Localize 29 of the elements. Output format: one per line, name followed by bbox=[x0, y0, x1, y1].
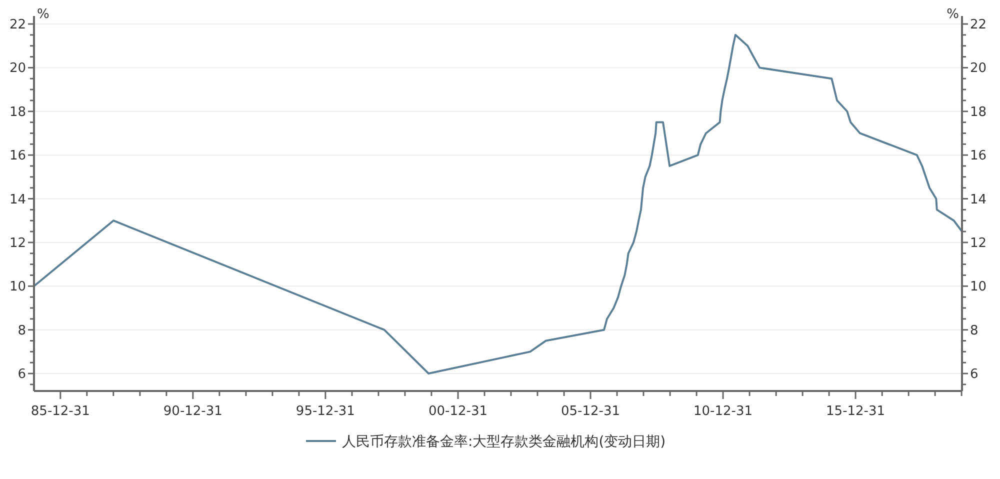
legend-label: 人民币存款准备金率:大型存款类金融机构(变动日期) bbox=[342, 434, 666, 450]
y-tick-label: 20 bbox=[9, 61, 26, 76]
y2-tick-label: 12 bbox=[970, 236, 987, 251]
y2-tick-label: 16 bbox=[970, 148, 987, 164]
y2-tick-label: 6 bbox=[970, 367, 978, 382]
y-tick-label: 14 bbox=[9, 192, 26, 208]
y2-tick-label: 8 bbox=[970, 323, 978, 338]
y-tick-label: 18 bbox=[9, 104, 26, 120]
x-tick-label: 00-12-31 bbox=[428, 404, 488, 419]
x-tick-label: 95-12-31 bbox=[296, 404, 355, 419]
x-tick-label: 85-12-31 bbox=[30, 404, 90, 419]
y-tick-label: 16 bbox=[9, 148, 26, 164]
x-tick-label: 10-12-31 bbox=[694, 404, 753, 419]
x-tick-label: 90-12-31 bbox=[163, 404, 222, 419]
x-tick-label: 15-12-31 bbox=[826, 404, 886, 419]
y-tick-label: 6 bbox=[18, 367, 26, 382]
y2-tick-label: 18 bbox=[970, 104, 987, 120]
y2-axis-title: % bbox=[946, 7, 959, 22]
x-tick-label: 05-12-31 bbox=[561, 404, 620, 419]
y-tick-label: 10 bbox=[9, 280, 26, 295]
y2-tick-label: 22 bbox=[970, 18, 987, 33]
y-axis-title: % bbox=[37, 7, 50, 22]
y2-tick-label: 20 bbox=[970, 61, 987, 76]
line-series bbox=[33, 34, 963, 375]
y-tick-label: 8 bbox=[18, 323, 26, 338]
y-tick-label: 22 bbox=[9, 18, 26, 33]
y-tick-label: 12 bbox=[9, 236, 26, 251]
y2-tick-label: 10 bbox=[970, 280, 987, 295]
y2-tick-label: 14 bbox=[970, 192, 987, 208]
